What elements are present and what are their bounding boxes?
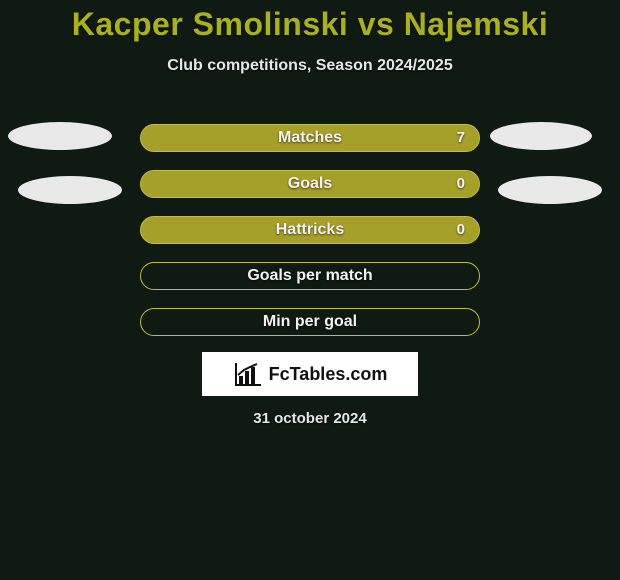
bar-chart-icon — [233, 361, 263, 387]
page-subtitle: Club competitions, Season 2024/2025 — [0, 57, 620, 75]
stat-label: Min per goal — [141, 309, 479, 335]
stat-rows: Matches 7 Goals 0 Hattricks 0 Goals per … — [140, 124, 480, 354]
player-right-marker-2 — [498, 176, 602, 204]
watermark-text: FcTables.com — [269, 364, 388, 385]
player-left-marker-1 — [8, 122, 112, 150]
stat-row-goals-per-match: Goals per match — [140, 262, 480, 290]
stat-row-goals: Goals 0 — [140, 170, 480, 198]
stat-label: Goals — [141, 171, 479, 197]
stat-row-hattricks: Hattricks 0 — [140, 216, 480, 244]
date-stamp: 31 october 2024 — [0, 410, 620, 427]
stat-row-matches: Matches 7 — [140, 124, 480, 152]
watermark-badge: FcTables.com — [202, 352, 418, 396]
stat-label: Goals per match — [141, 263, 479, 289]
stat-row-min-per-goal: Min per goal — [140, 308, 480, 336]
page-title: Kacper Smolinski vs Najemski — [0, 0, 620, 43]
stat-label: Matches — [141, 125, 479, 151]
stat-value: 0 — [457, 217, 465, 243]
player-right-marker-1 — [490, 122, 592, 150]
stat-value: 7 — [457, 125, 465, 151]
player-left-marker-2 — [18, 176, 122, 204]
comparison-infographic: Kacper Smolinski vs Najemski Club compet… — [0, 0, 620, 580]
stat-label: Hattricks — [141, 217, 479, 243]
stat-value: 0 — [457, 171, 465, 197]
